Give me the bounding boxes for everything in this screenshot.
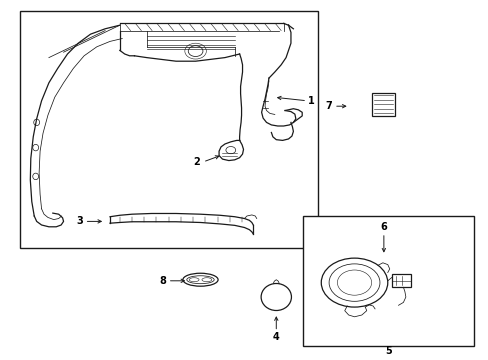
Text: 1: 1	[307, 96, 314, 106]
Bar	[371, 93, 394, 116]
Text: 7: 7	[325, 101, 332, 111]
Text: 5: 5	[385, 346, 391, 356]
Text: 6: 6	[380, 222, 386, 232]
Text: 8: 8	[159, 276, 166, 286]
Bar	[303, 216, 473, 346]
Bar	[391, 274, 410, 287]
Text: 2: 2	[193, 157, 200, 167]
Text: 4: 4	[272, 332, 279, 342]
Bar	[20, 11, 317, 248]
Text: 3: 3	[76, 216, 83, 226]
